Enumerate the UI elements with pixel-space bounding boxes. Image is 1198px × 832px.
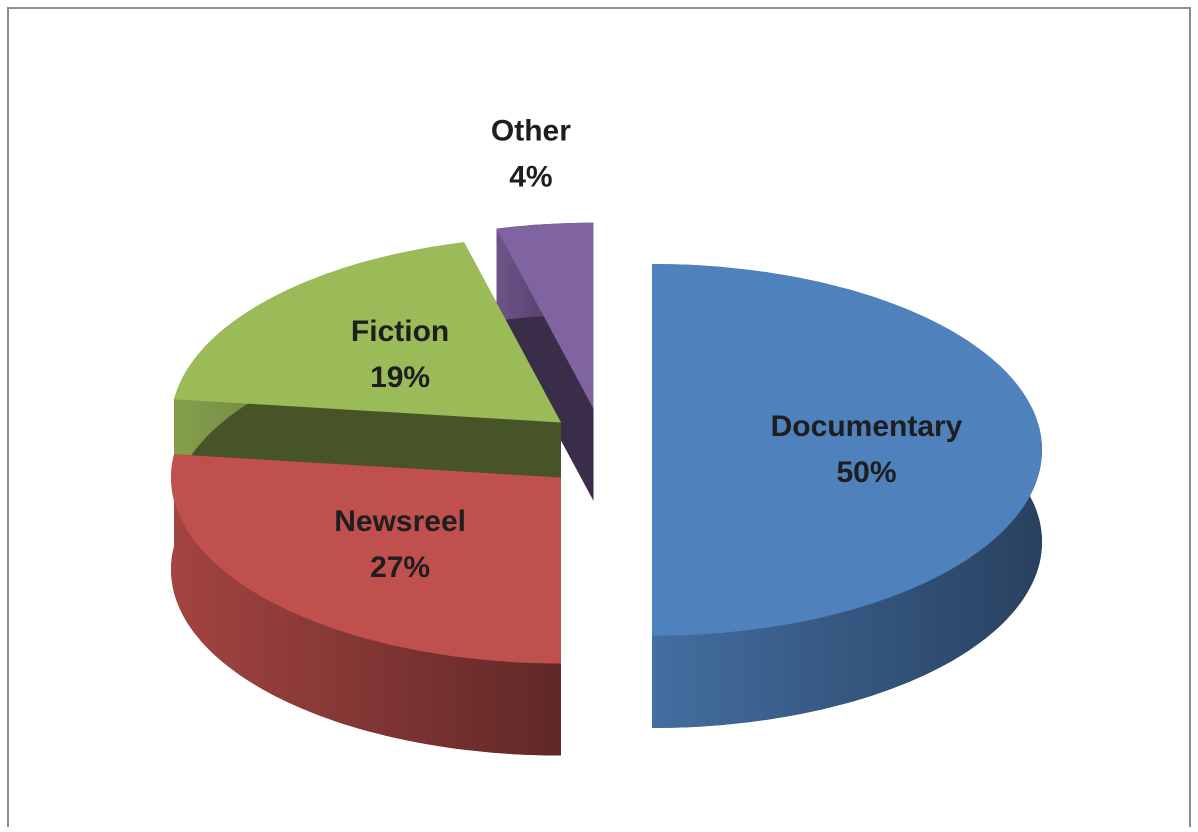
pie <box>171 222 1042 756</box>
slice-label: Newsreel <box>334 505 466 538</box>
slice <box>652 264 1042 636</box>
slice <box>171 454 561 664</box>
slice-value-label: 27% <box>370 551 430 584</box>
chart-frame <box>7 7 1191 827</box>
slice-label: Other <box>491 114 571 147</box>
slice-label: Fiction <box>351 315 449 348</box>
slice-label: Documentary <box>771 410 963 443</box>
labels: Documentary 50% Newsreel 27% Fiction 19% Other… <box>334 114 962 584</box>
slice-value-label: 19% <box>370 361 430 394</box>
slice <box>174 242 561 423</box>
slice-value-label: 4% <box>509 160 552 193</box>
slice-value-label: 50% <box>836 456 896 489</box>
slice-rim <box>171 454 561 756</box>
slice <box>496 222 594 409</box>
